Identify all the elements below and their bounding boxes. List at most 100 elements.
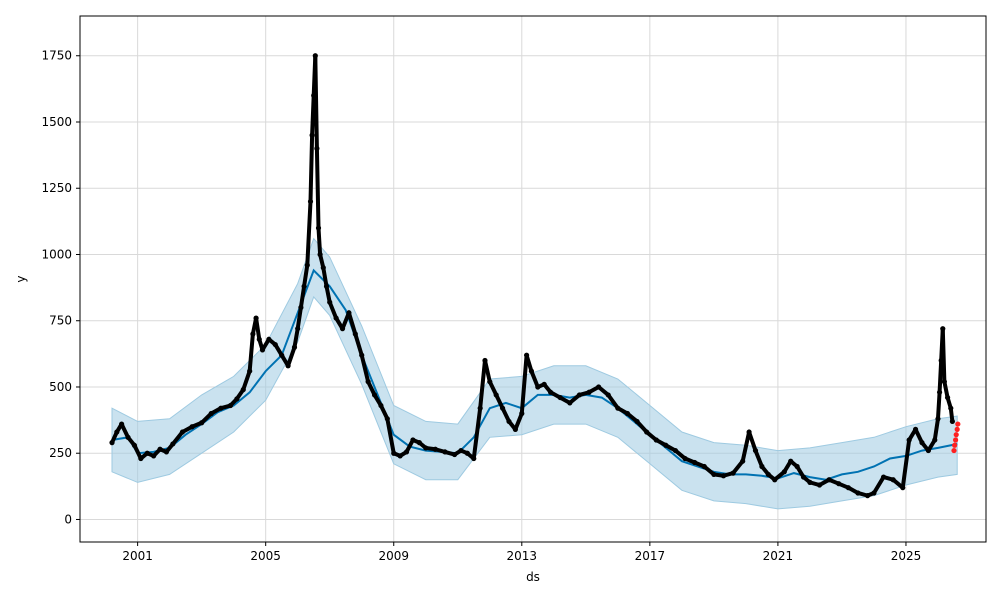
- y-tick-label: 0: [64, 512, 72, 526]
- y-tick-label: 1000: [41, 247, 72, 261]
- observed-connector: [295, 305, 303, 331]
- observed-connector: [286, 345, 297, 368]
- recent-point: [952, 442, 958, 448]
- observed-connector: [625, 411, 640, 424]
- y-axis-ticks: 0 250 500 750 1000 1250 1500 1750: [41, 49, 80, 526]
- observed-connector: [753, 448, 764, 469]
- recent-point: [952, 437, 959, 443]
- observed-points: [109, 53, 955, 499]
- observed-connector: [606, 392, 620, 411]
- recent-point: [951, 447, 957, 454]
- observed-connector: [247, 331, 255, 374]
- observed-connector: [170, 430, 185, 446]
- observed-connector: [308, 133, 315, 204]
- observed-connector: [366, 379, 377, 397]
- x-tick-label: 2013: [507, 549, 538, 563]
- observed-connector: [353, 331, 364, 358]
- observed-connector: [932, 416, 940, 442]
- observed-connector: [298, 284, 307, 310]
- x-tick-label: 2005: [250, 549, 281, 563]
- observed-connector: [241, 369, 252, 392]
- observed-connector: [254, 316, 262, 342]
- y-tick-label: 1750: [41, 49, 72, 63]
- observed-connector: [913, 427, 924, 445]
- observed-connector: [519, 353, 529, 416]
- recent-point: [953, 432, 959, 438]
- observed-connector: [494, 392, 505, 411]
- observed-connector: [318, 252, 326, 270]
- observed-connector: [385, 416, 396, 456]
- x-tick-label: 2009: [378, 549, 409, 563]
- forecast-trend-line: [111, 268, 958, 481]
- observed-connector: [273, 342, 284, 358]
- observed-connector: [731, 459, 745, 476]
- y-tick-label: 750: [49, 314, 72, 328]
- observed-connector: [567, 392, 582, 405]
- observed-connector: [378, 403, 390, 421]
- observed-connector: [529, 369, 540, 389]
- observed-connector: [478, 358, 487, 411]
- observed-connector: [948, 406, 955, 424]
- observed-connector: [500, 406, 511, 424]
- observed-connector: [795, 464, 806, 480]
- observed-connector: [596, 384, 611, 397]
- observed-connector: [132, 443, 143, 461]
- observed-connector: [772, 469, 787, 482]
- observed-connector: [635, 419, 649, 435]
- observed-connector: [327, 300, 339, 321]
- y-axis-label: y: [14, 275, 28, 282]
- observed-connector: [935, 390, 942, 421]
- y-tick-label: 1500: [41, 115, 72, 129]
- observed-connector: [359, 353, 371, 384]
- observed-connector: [310, 93, 316, 138]
- observed-connector: [524, 353, 534, 374]
- observed-connector: [940, 326, 947, 384]
- observed-connector: [471, 406, 483, 461]
- observed-connector: [324, 284, 332, 305]
- observed-connector: [305, 199, 313, 268]
- observed-connector: [673, 448, 688, 461]
- observed-connector: [119, 422, 131, 440]
- x-tick-label: 2017: [635, 549, 666, 563]
- observed-connector: [482, 358, 492, 384]
- observed-connector: [199, 411, 214, 425]
- observed-connector: [942, 379, 950, 400]
- recent-point: [954, 426, 960, 432]
- observed-connector: [260, 337, 271, 352]
- observed-connector: [316, 225, 323, 257]
- observed-connector: [302, 263, 310, 289]
- x-tick-label: 2025: [891, 549, 922, 563]
- observed-connector: [926, 437, 937, 453]
- observed-connector: [513, 411, 524, 432]
- observed-connector: [644, 430, 659, 442]
- plot-frame: [79, 15, 987, 543]
- y-tick-label: 250: [49, 446, 72, 460]
- observed-connector: [372, 392, 383, 408]
- observed-connector: [487, 379, 499, 397]
- recent-point: [955, 421, 961, 427]
- observed-connector: [702, 464, 716, 477]
- observed-connector: [321, 265, 329, 289]
- observed-connector: [313, 53, 319, 151]
- y-tick-label: 1250: [41, 181, 72, 195]
- grid-lines: [80, 16, 986, 542]
- y-tick-label: 500: [49, 380, 72, 394]
- x-axis-label: ds: [526, 570, 540, 584]
- x-axis-ticks: 2001 2005 2009 2013 2017 2021 2025: [122, 542, 921, 563]
- observed-connector: [871, 475, 886, 495]
- observed-connector: [404, 437, 415, 454]
- observed-connector: [314, 146, 321, 230]
- observed-connector: [937, 358, 944, 395]
- observed-connector: [740, 430, 752, 464]
- observed-connector: [292, 326, 300, 350]
- observed-connector: [346, 310, 358, 336]
- forecast-line: [111, 268, 958, 481]
- observed-connector: [747, 430, 758, 453]
- observed-connector: [900, 437, 912, 490]
- x-tick-label: 2021: [763, 549, 794, 563]
- x-tick-label: 2001: [122, 549, 153, 563]
- recent-points: [951, 421, 961, 454]
- observed-connector: [782, 459, 793, 474]
